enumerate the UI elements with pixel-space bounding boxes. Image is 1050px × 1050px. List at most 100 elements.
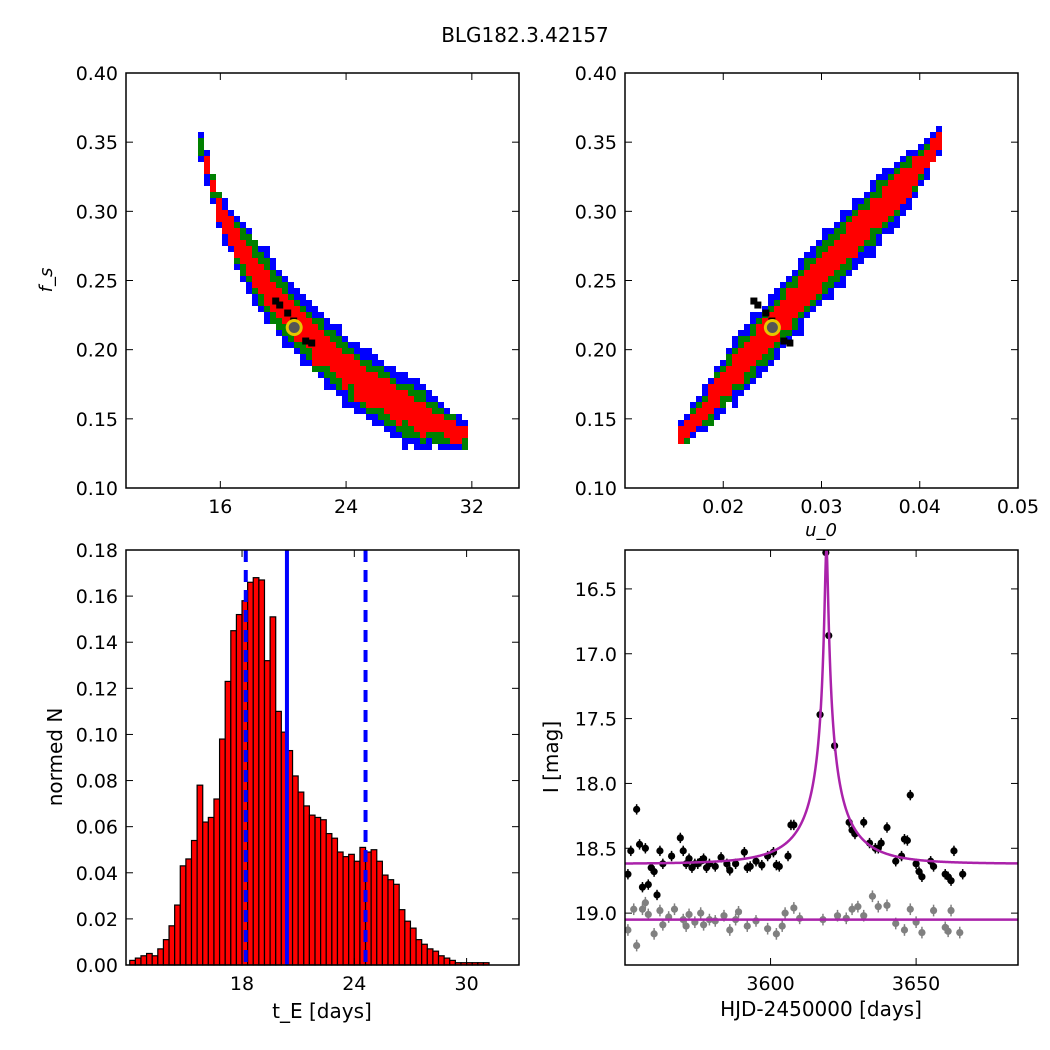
heatmap-cell-outer: [828, 294, 834, 300]
heatmap-cell-inner: [690, 426, 696, 432]
heatmap-cell-inner: [822, 252, 828, 258]
heatmap-cell-inner: [720, 384, 726, 390]
heatmap-cell-middle: [870, 234, 876, 240]
heatmap-cell-middle: [330, 336, 336, 342]
heatmap-cell-inner: [396, 396, 402, 402]
heatmap-cell-outer: [762, 306, 768, 312]
data-point: [638, 905, 647, 913]
heatmap-cell-inner: [900, 198, 906, 204]
data-point: [912, 860, 920, 868]
heatmap-cell-outer: [870, 246, 876, 252]
heatmap-cell-middle: [360, 402, 366, 408]
heatmap-cell-inner: [354, 396, 360, 402]
heatmap-cell-outer: [864, 246, 870, 252]
heatmap-cell-outer: [372, 420, 378, 426]
heatmap-cell-inner: [420, 408, 426, 414]
heatmap-cell-inner: [234, 246, 240, 252]
heatmap-cell-inner: [816, 264, 822, 270]
histogram-bar: [275, 710, 282, 966]
heatmap-cell-outer: [408, 378, 414, 384]
heatmap-cell-inner: [360, 378, 366, 384]
heatmap-cell-inner: [840, 258, 846, 264]
heatmap-cell-inner: [318, 360, 324, 366]
heatmap-cell-outer: [894, 162, 900, 168]
y-tick-label: 0.00: [76, 955, 118, 977]
heatmap-cell-middle: [348, 396, 354, 402]
y-tick-label: 0.35: [76, 132, 118, 154]
heatmap-cell-middle: [738, 336, 744, 342]
histogram-bar: [364, 851, 372, 966]
heatmap-cell-inner: [756, 354, 762, 360]
heatmap-cell-outer: [852, 204, 858, 210]
heatmap-cell-inner: [270, 288, 276, 294]
heatmap-cell-middle: [318, 366, 324, 372]
heatmap-cell-middle: [246, 234, 252, 240]
heatmap-cell-outer: [342, 402, 348, 408]
heatmap-cell-middle: [792, 318, 798, 324]
heatmap-cell-outer: [240, 276, 246, 282]
heatmap-cell-inner: [780, 318, 786, 324]
data-point: [883, 901, 891, 909]
heatmap-cell-outer: [738, 390, 744, 396]
heatmap-cell-inner: [744, 348, 750, 354]
heatmap-cell-inner: [360, 384, 366, 390]
heatmap-cell-outer: [384, 366, 390, 372]
heatmap-cell-inner: [882, 216, 888, 222]
heatmap-cell-outer: [798, 264, 804, 270]
heatmap-cell-inner: [288, 300, 294, 306]
heatmap-cell-outer: [816, 240, 822, 246]
heatmap-cell-inner: [792, 306, 798, 312]
heatmap-cell-inner: [420, 432, 426, 438]
heatmap-cell-middle: [708, 420, 714, 426]
heatmap-cell-inner: [714, 384, 720, 390]
heatmap-cell-middle: [408, 432, 414, 438]
heatmap-cell-middle: [258, 300, 264, 306]
heatmap-cell-inner: [222, 210, 228, 216]
heatmap-cell-outer: [276, 270, 282, 276]
heatmap-cell-best: [750, 297, 758, 305]
heatmap-cell-outer: [354, 348, 360, 354]
heatmap-cell-inner: [384, 378, 390, 384]
heatmap-cell-inner: [276, 306, 282, 312]
heatmap-cell-middle: [294, 300, 300, 306]
heatmap-cell-inner: [780, 300, 786, 306]
heatmap-cell-middle: [792, 276, 798, 282]
heatmap-cell-middle: [912, 186, 918, 192]
heatmap-cell-inner: [924, 150, 930, 156]
data-point: [900, 926, 909, 934]
histogram-bar: [381, 874, 389, 966]
histogram-bar: [252, 577, 260, 966]
heatmap-cell-outer: [822, 294, 828, 300]
heatmap-cell-inner: [276, 288, 282, 294]
heatmap-cell-middle: [378, 414, 384, 420]
heatmap-cell-outer: [288, 282, 294, 288]
heatmap-cell-outer: [396, 372, 402, 378]
heatmap-cell-outer: [768, 360, 774, 366]
heatmap-cell-inner: [396, 420, 402, 426]
heatmap-cell-outer: [252, 300, 258, 306]
heatmap-cell-outer: [438, 444, 444, 450]
heatmap-cell-outer: [864, 252, 870, 258]
heatmap-cell-inner: [378, 390, 384, 396]
data-point: [630, 905, 638, 913]
heatmap-cell-outer: [756, 312, 762, 318]
heatmap-cell-inner: [780, 324, 786, 330]
heatmap-cell-middle: [738, 384, 744, 390]
histogram-xlabel: t_E [days]: [272, 999, 372, 1023]
heatmap-cell-middle: [420, 390, 426, 396]
heatmap-cell-inner: [798, 282, 804, 288]
data-point: [778, 922, 786, 930]
heatmap-cell-inner: [888, 210, 894, 216]
heatmap-cell-middle: [762, 360, 768, 366]
heatmap-cell-middle: [246, 240, 252, 246]
u0-fs-xlabel: u_0: [805, 520, 837, 541]
heatmap-cell-outer: [258, 246, 264, 252]
heatmap-cell-middle: [786, 282, 792, 288]
heatmap-cell-outer: [864, 192, 870, 198]
heatmap-cell-inner: [348, 354, 354, 360]
heatmap-cell-inner: [312, 360, 318, 366]
heatmap-cell-outer: [252, 294, 258, 300]
heatmap-cell-outer: [234, 264, 240, 270]
heatmap-cell-outer: [900, 204, 906, 210]
heatmap-cell-inner: [204, 168, 210, 174]
